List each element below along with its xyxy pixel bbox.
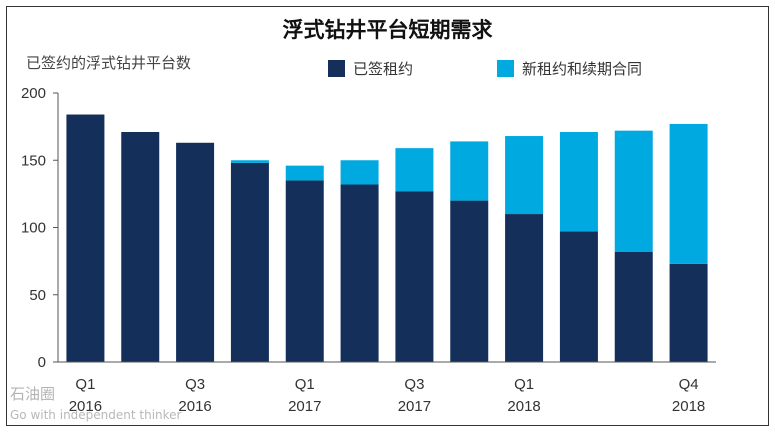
x-tick-label: Q1	[75, 376, 95, 393]
y-tick-label: 50	[29, 287, 46, 304]
y-tick-label: 150	[21, 152, 46, 169]
x-tick-label: Q3	[404, 376, 424, 393]
bar-new	[285, 165, 324, 181]
legend-swatch-signed	[328, 60, 345, 77]
bar-signed	[121, 132, 160, 362]
bar-signed	[285, 180, 324, 362]
x-tick-label: Q1	[514, 376, 534, 393]
watermark-logo: 石油圈	[10, 385, 56, 403]
bar-signed	[559, 231, 598, 362]
watermark-subtext: Go with independent thinker	[10, 408, 182, 422]
y-axis-label: 已签约的浮式钻井平台数	[26, 54, 192, 72]
legend-swatch-new	[497, 60, 514, 77]
x-tick-label: Q3	[185, 376, 205, 393]
bar-new	[614, 130, 653, 252]
x-tick-label: 2016	[178, 398, 211, 415]
x-tick-label: 2018	[507, 398, 540, 415]
bar-signed	[669, 263, 708, 362]
x-tick-label: Q4	[679, 376, 699, 393]
bar-signed	[395, 191, 434, 362]
bar-signed	[66, 114, 105, 363]
bar-signed	[176, 142, 215, 362]
chart-title: 浮式钻井平台短期需求	[282, 18, 493, 42]
bar-new	[669, 123, 708, 264]
bar-new	[340, 160, 379, 185]
x-tick-label: Q1	[295, 376, 315, 393]
bar-signed	[450, 200, 489, 362]
bar-new	[230, 160, 269, 163]
bar-new	[559, 132, 598, 232]
x-tick-label: 2016	[69, 398, 102, 415]
y-tick-label: 100	[21, 220, 46, 237]
bar-signed	[505, 214, 544, 362]
legend-item-signed: 已签租约	[328, 58, 413, 79]
x-tick-label: 2017	[288, 398, 321, 415]
x-tick-label: 2018	[672, 398, 705, 415]
legend-item-new: 新租约和续期合同	[497, 58, 642, 79]
bar-new	[505, 136, 544, 215]
bar-signed	[614, 251, 653, 362]
bar-signed	[230, 162, 269, 362]
y-tick-label: 200	[21, 85, 46, 102]
y-tick-label: 0	[38, 354, 46, 371]
legend-label-signed: 已签租约	[353, 60, 414, 78]
x-tick-label: 2017	[398, 398, 431, 415]
legend-label-new: 新租约和续期合同	[522, 60, 643, 78]
bar-signed	[340, 184, 379, 362]
bar-new	[450, 141, 489, 201]
bar-new	[395, 148, 434, 192]
